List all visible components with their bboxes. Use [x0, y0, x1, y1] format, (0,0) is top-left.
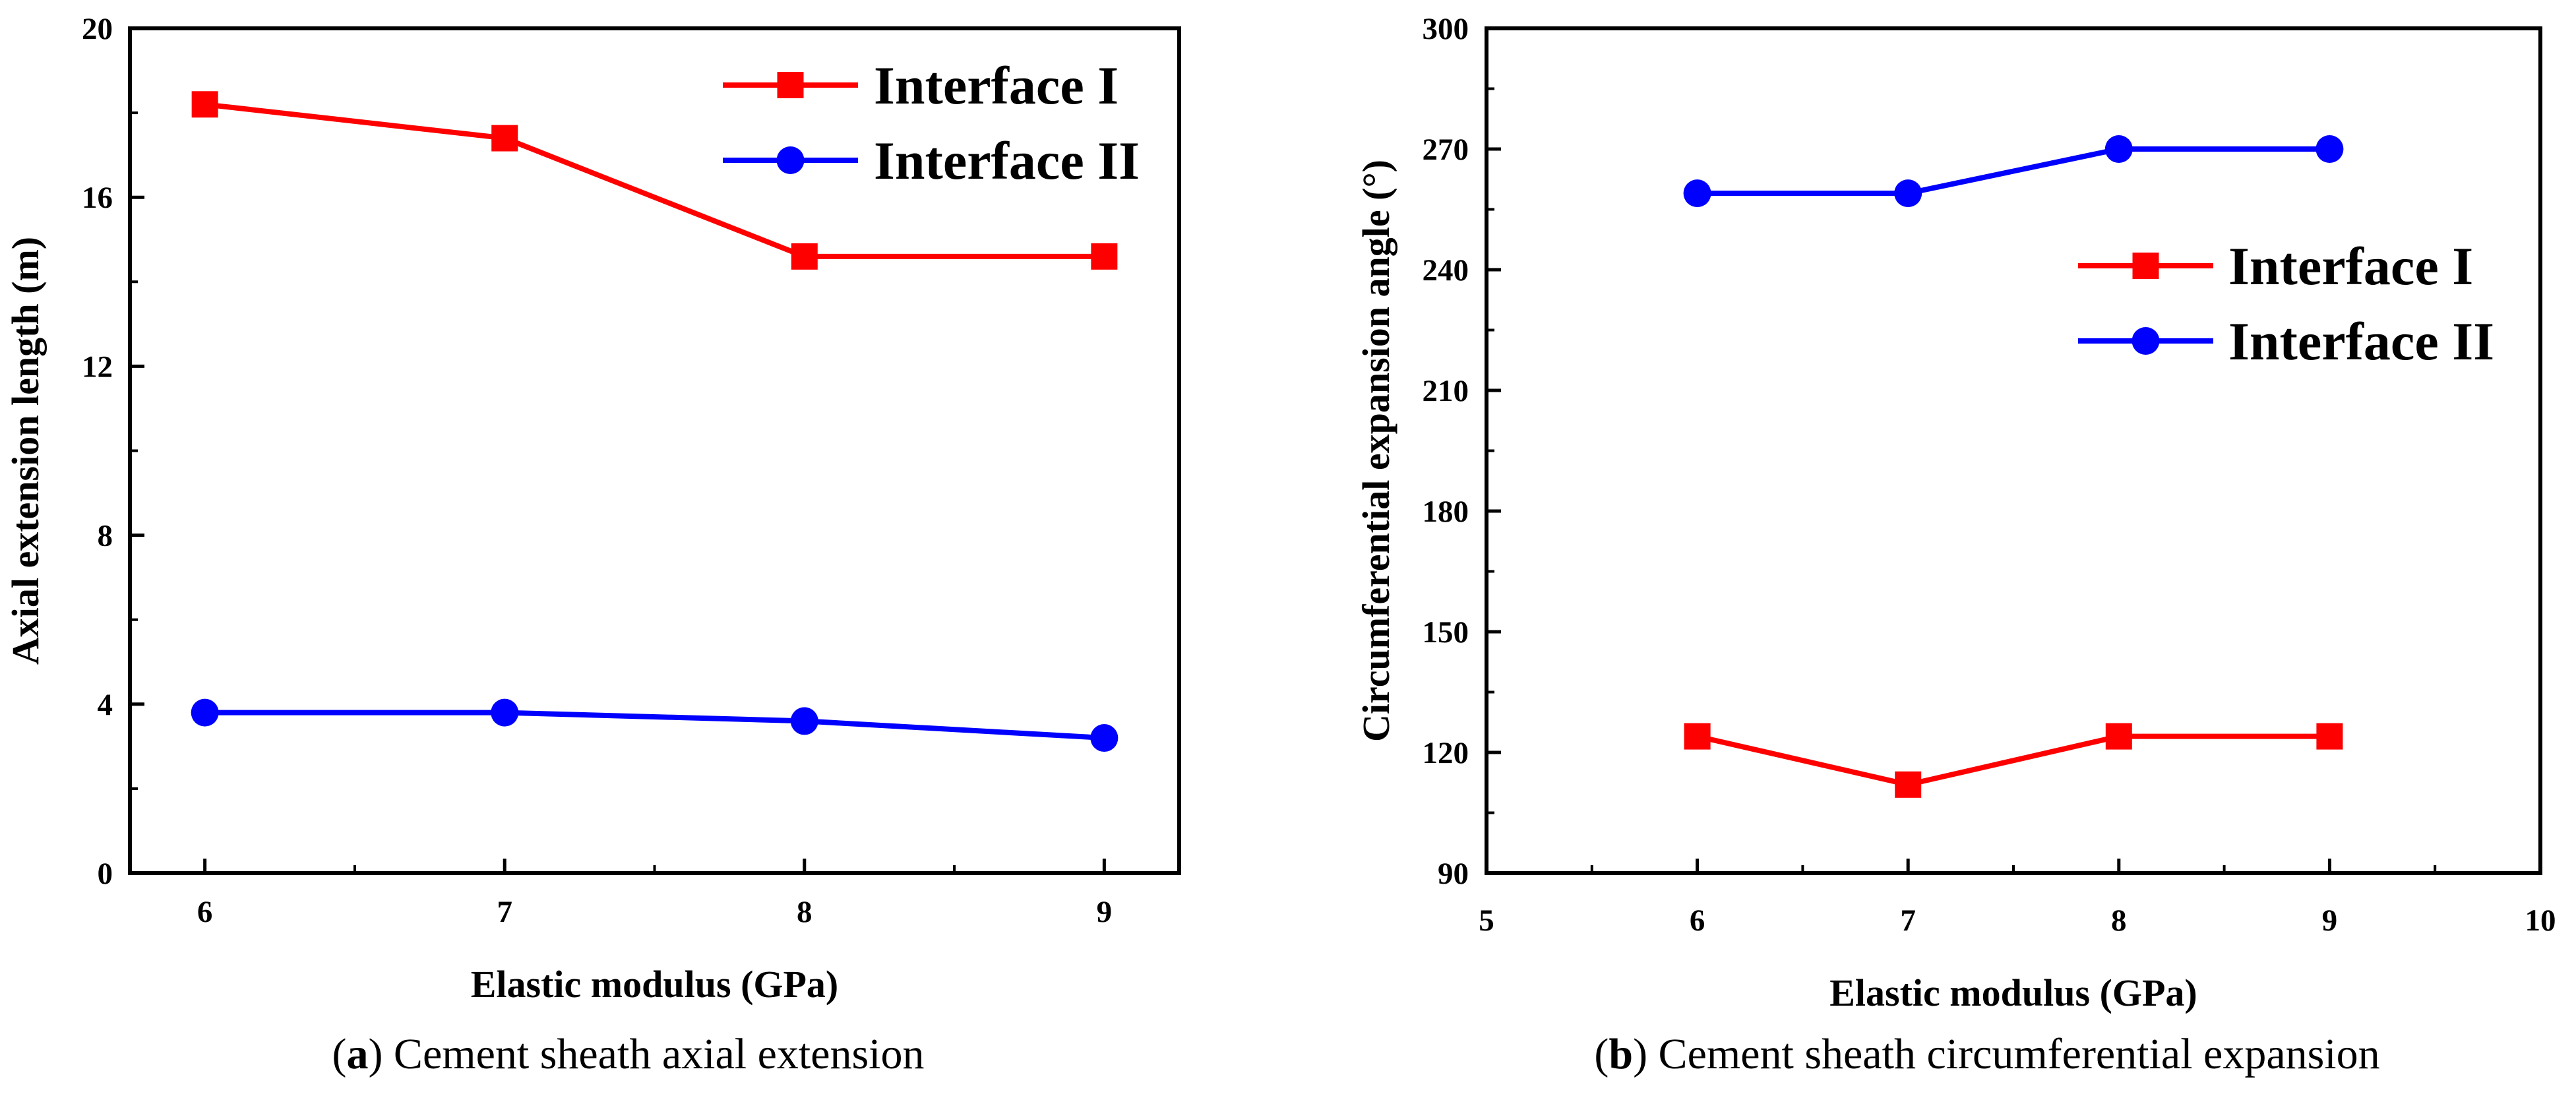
series-line — [1697, 146, 2330, 197]
y-tick-label: 90 — [1438, 857, 1469, 891]
data-point — [1684, 723, 1711, 750]
y-tick-label: 0 — [98, 857, 113, 891]
legend-marker — [2132, 253, 2159, 279]
x-tick-label: 9 — [1097, 895, 1113, 929]
legend-label: Interface II — [2228, 311, 2494, 371]
y-tick-label: 300 — [1423, 12, 1469, 46]
y-tick-label: 4 — [98, 688, 113, 722]
legend-label: Interface I — [2228, 236, 2473, 296]
data-point — [1683, 179, 1711, 208]
series-interface-i — [1684, 723, 2343, 798]
caption-text: Cement sheath axial extension — [383, 1030, 924, 1078]
series-line — [204, 710, 1105, 741]
legend-marker — [2131, 327, 2160, 355]
x-tick-label: 7 — [1900, 903, 1916, 938]
legend-marker — [776, 146, 805, 174]
caption-letter: b — [1609, 1030, 1633, 1078]
chart-caption: (a) Cement sheath axial extension — [332, 1030, 924, 1078]
data-point — [491, 125, 518, 152]
data-point — [191, 91, 218, 118]
x-tick-label: 9 — [2322, 903, 2338, 938]
y-tick-label: 180 — [1423, 495, 1469, 529]
y-tick-label: 120 — [1423, 736, 1469, 770]
x-tick-label: 7 — [497, 895, 512, 929]
data-point — [790, 707, 818, 735]
series-interface-ii — [191, 698, 1119, 752]
legend-label: Interface I — [874, 55, 1119, 115]
series-line — [204, 102, 1105, 259]
caption-text: Cement sheath circumferential expansion — [1647, 1030, 2380, 1078]
y-tick-label: 8 — [98, 519, 113, 553]
data-point — [791, 243, 818, 270]
plot-frame — [1485, 26, 2542, 875]
x-tick-label: 8 — [2111, 903, 2127, 938]
chart-a: 0 4 8 12 16 20 6 7 8 9 Elastic modulus (GPa) Axial … — [4, 12, 1181, 1078]
data-point — [1090, 724, 1119, 752]
y-tick-label: 210 — [1423, 374, 1469, 408]
y-tick-label: 150 — [1423, 615, 1469, 650]
y-tick-label: 12 — [82, 350, 113, 384]
legend-marker — [777, 72, 804, 98]
data-point — [2316, 723, 2343, 750]
legend: Interface I Interface II — [723, 55, 1140, 191]
y-tick-label: 16 — [82, 181, 113, 215]
data-point — [2104, 135, 2133, 163]
data-point — [1895, 771, 1922, 798]
data-point — [2315, 135, 2344, 163]
y-tick-label: 270 — [1423, 133, 1469, 167]
legend: Interface I Interface II — [2078, 236, 2494, 371]
data-point — [491, 698, 519, 727]
y-axis-title: Circumferential expansion angle (°) — [1355, 160, 1397, 742]
x-tick-label: 8 — [797, 895, 813, 929]
x-tick-label: 6 — [1690, 903, 1705, 938]
legend-label: Interface II — [874, 131, 1140, 191]
x-tick-label: 5 — [1479, 903, 1494, 938]
y-tick-label: 20 — [82, 12, 113, 46]
y-axis-title: Axial extension length (m) — [4, 237, 47, 665]
caption-letter: a — [346, 1030, 368, 1078]
data-point — [1091, 243, 1118, 270]
chart-b: 90 120 150 180 210 240 270 300 5 6 7 8 9 10 Elastic mo… — [1355, 12, 2556, 1078]
chart-caption: (b) Cement sheath circumferential expans… — [1594, 1030, 2379, 1078]
data-point — [2105, 723, 2132, 750]
data-point — [1894, 179, 1922, 208]
x-tick-label: 6 — [197, 895, 213, 929]
x-axis-title: Elastic modulus (GPa) — [471, 963, 839, 1006]
series-line — [1696, 733, 2330, 787]
x-tick-label: 10 — [2525, 903, 2556, 938]
data-point — [191, 698, 219, 727]
series-interface-ii — [1683, 135, 2344, 208]
x-axis-title: Elastic modulus (GPa) — [1829, 971, 2197, 1014]
series-interface-i — [191, 91, 1118, 270]
y-tick-label: 240 — [1423, 253, 1469, 288]
